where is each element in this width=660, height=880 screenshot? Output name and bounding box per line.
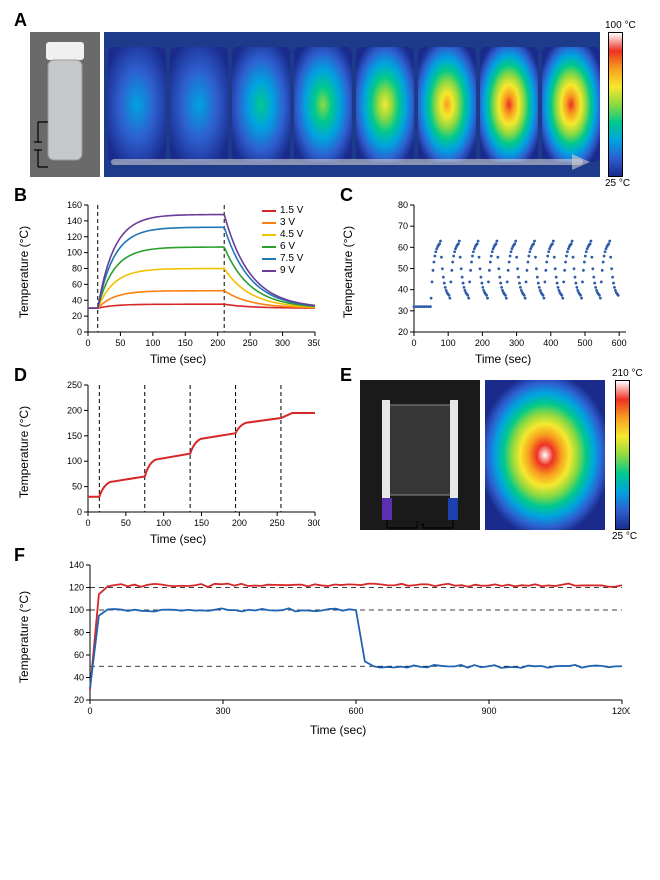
svg-text:250: 250: [67, 380, 82, 390]
ylabel-c: Temperature (°C): [341, 226, 355, 318]
svg-text:100: 100: [67, 248, 82, 258]
xlabel-f: Time (sec): [310, 723, 366, 737]
svg-text:0: 0: [85, 338, 90, 348]
svg-text:30: 30: [398, 306, 408, 316]
colorbar-e: [615, 380, 630, 530]
panel-label-c: C: [340, 185, 353, 206]
svg-text:50: 50: [115, 338, 125, 348]
legend-item: 7.5 V: [262, 253, 303, 264]
svg-text:0: 0: [77, 327, 82, 337]
panel-label-b: B: [14, 185, 27, 206]
svg-text:80: 80: [72, 264, 82, 274]
svg-text:600: 600: [612, 338, 627, 348]
panel-a-svg: [30, 32, 600, 177]
svg-text:300: 300: [509, 338, 524, 348]
svg-text:200: 200: [475, 338, 490, 348]
svg-text:500: 500: [577, 338, 592, 348]
panel-label-f: F: [14, 545, 25, 566]
svg-text:40: 40: [398, 285, 408, 295]
svg-text:80: 80: [74, 628, 84, 638]
xlabel-c: Time (sec): [475, 352, 531, 366]
colorbar-a: [608, 32, 623, 177]
svg-text:300: 300: [215, 706, 230, 716]
svg-text:20: 20: [72, 311, 82, 321]
svg-text:0: 0: [411, 338, 416, 348]
svg-text:60: 60: [72, 279, 82, 289]
legend-item: 9 V: [262, 265, 303, 276]
svg-text:50: 50: [398, 264, 408, 274]
svg-text:250: 250: [270, 518, 285, 528]
panel-e-svg: [360, 380, 605, 530]
ylabel-b: Temperature (°C): [17, 226, 31, 318]
svg-text:100: 100: [69, 605, 84, 615]
cb-e-max: 210 °C: [612, 368, 643, 379]
svg-text:140: 140: [67, 216, 82, 226]
svg-text:50: 50: [72, 482, 82, 492]
svg-text:300: 300: [307, 518, 320, 528]
svg-text:50: 50: [121, 518, 131, 528]
svg-text:350: 350: [307, 338, 320, 348]
legend-b: 1.5 V3 V4.5 V6 V7.5 V9 V: [262, 205, 303, 277]
svg-text:200: 200: [232, 518, 247, 528]
legend-item: 4.5 V: [262, 229, 303, 240]
svg-text:900: 900: [481, 706, 496, 716]
chart-c: 0 100 200 300 400 500 600 20 30 40 50 60 70 80: [386, 200, 631, 350]
svg-text:0: 0: [77, 507, 82, 517]
chart-d: 0 50 100 150 200 250 300 0 50 100 150 200 250: [60, 380, 320, 530]
svg-text:140: 140: [69, 560, 84, 570]
svg-text:200: 200: [210, 338, 225, 348]
panel-label-a: A: [14, 10, 27, 31]
legend-item: 1.5 V: [262, 205, 303, 216]
cb-a-max: 100 °C: [605, 20, 636, 31]
svg-text:100: 100: [145, 338, 160, 348]
chart-f: 0 300 600 900 1200 20 40 60 80 100 120 140: [60, 560, 630, 720]
svg-text:150: 150: [178, 338, 193, 348]
svg-text:1200: 1200: [612, 706, 630, 716]
panel-label-d: D: [14, 365, 27, 386]
svg-text:120: 120: [67, 232, 82, 242]
ylabel-f: Temperature (°C): [17, 591, 31, 683]
svg-text:70: 70: [398, 221, 408, 231]
svg-text:400: 400: [543, 338, 558, 348]
svg-text:150: 150: [67, 431, 82, 441]
svg-text:100: 100: [67, 456, 82, 466]
svg-text:60: 60: [398, 242, 408, 252]
svg-text:100: 100: [156, 518, 171, 528]
ylabel-d: Temperature (°C): [17, 406, 31, 498]
svg-text:150: 150: [194, 518, 209, 528]
svg-text:200: 200: [67, 405, 82, 415]
cb-e-min: 25 °C: [612, 531, 637, 542]
svg-text:100: 100: [441, 338, 456, 348]
svg-text:20: 20: [74, 695, 84, 705]
svg-text:0: 0: [87, 706, 92, 716]
cb-a-min: 25 °C: [605, 178, 630, 189]
panel-a-container: [30, 32, 600, 177]
svg-text:160: 160: [67, 200, 82, 210]
legend-item: 6 V: [262, 241, 303, 252]
svg-text:600: 600: [348, 706, 363, 716]
svg-text:60: 60: [74, 650, 84, 660]
svg-text:0: 0: [85, 518, 90, 528]
panel-label-e: E: [340, 365, 352, 386]
legend-item: 3 V: [262, 217, 303, 228]
svg-text:80: 80: [398, 200, 408, 210]
svg-text:300: 300: [275, 338, 290, 348]
xlabel-d: Time (sec): [150, 532, 206, 546]
svg-text:20: 20: [398, 327, 408, 337]
svg-text:250: 250: [243, 338, 258, 348]
xlabel-b: Time (sec): [150, 352, 206, 366]
svg-text:40: 40: [74, 673, 84, 683]
panel-e-container: [360, 380, 605, 530]
svg-text:120: 120: [69, 583, 84, 593]
svg-text:40: 40: [72, 295, 82, 305]
